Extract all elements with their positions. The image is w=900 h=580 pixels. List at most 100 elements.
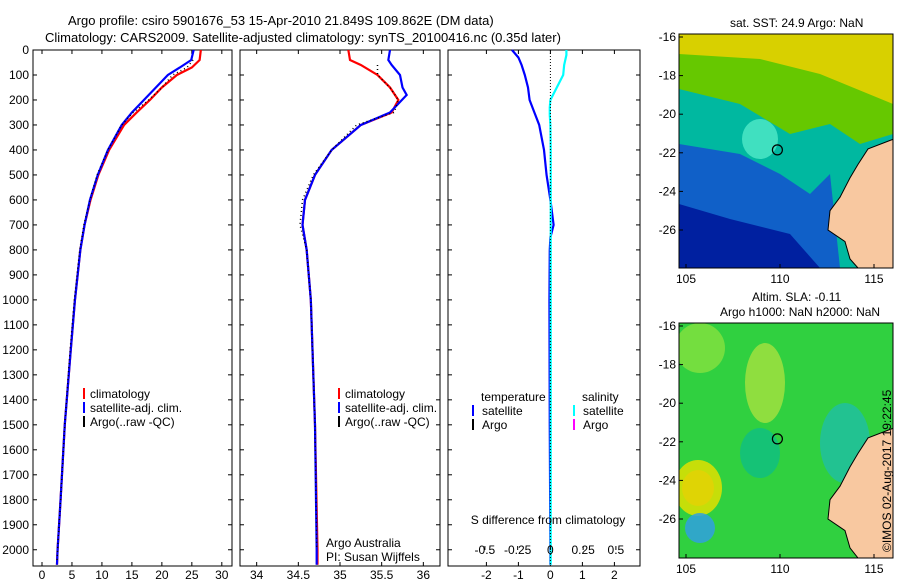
land-australia [827, 138, 893, 268]
y-tick-label: 1500 [2, 418, 29, 432]
eddy [742, 119, 778, 159]
map-x-tick-label: 115 [864, 562, 883, 576]
legend-label: Argo [482, 418, 508, 432]
sla-feature [679, 460, 722, 516]
cold-region [679, 204, 820, 268]
map-y-tick-label: -26 [659, 223, 677, 237]
map-y-tick-label: -16 [659, 319, 677, 333]
y-tick-label: 600 [9, 193, 29, 207]
x-tick-label: 0 [547, 568, 554, 580]
y-tick-label: 500 [9, 168, 29, 182]
s-tick-label: 0 [547, 543, 554, 557]
panel-3-frame [447, 49, 641, 567]
map-y-tick-label: -16 [659, 30, 677, 44]
y-tick-label: 1600 [2, 443, 29, 457]
legend-label: satellite-adj. clim. [90, 401, 182, 415]
map-y-tick-label: -20 [659, 107, 677, 121]
series-line-satellite-adj-clim- [301, 49, 409, 565]
y-tick-label: 1900 [2, 518, 29, 532]
map-x-tick-label: 115 [864, 272, 883, 286]
legend-label: satellite [482, 404, 523, 418]
s-axis-label: S difference from climatology [471, 513, 626, 527]
legend-label: satellite [583, 404, 624, 418]
map-y-tick-label: -20 [659, 396, 677, 410]
x-tick-label: 35 [333, 568, 347, 580]
map-y-tick-label: -24 [659, 184, 677, 198]
map-y-tick-label: -26 [659, 512, 677, 526]
x-tick-label: 34 [250, 568, 264, 580]
sst-map [678, 33, 894, 269]
y-tick-label: 2000 [2, 543, 29, 557]
y-tick-label: 100 [9, 68, 29, 82]
title-line-1: Argo profile: csiro 5901676_53 15-Apr-20… [68, 13, 494, 28]
y-tick-label: 0 [22, 43, 29, 57]
y-tick-label: 1700 [2, 468, 29, 482]
panel-1-frame [32, 49, 233, 567]
y-tick-label: 900 [9, 268, 29, 282]
map-y-tick-label: -18 [659, 358, 677, 372]
legend-heading-temperature: temperature [481, 390, 546, 404]
legend-heading-salinity: salinity [582, 390, 619, 404]
y-tick-label: 1800 [2, 493, 29, 507]
sla-feature [740, 428, 780, 478]
sla-map-title-1: Altim. SLA: -0.11 [752, 290, 842, 304]
panel-2-frame [239, 49, 441, 567]
sla-map-title-2: Argo h1000: NaN h2000: NaN [720, 305, 881, 319]
y-tick-label: 400 [9, 143, 29, 157]
sst-map-title: sat. SST: 24.9 Argo: NaN [730, 16, 864, 30]
map-y-tick-label: -24 [659, 473, 677, 487]
legend-label: Argo(..raw -QC) [90, 415, 175, 429]
warm-region [679, 34, 893, 104]
y-tick-label: 700 [9, 218, 29, 232]
x-tick-label: 2 [611, 568, 618, 580]
sla-feature [745, 343, 785, 423]
annotation-institution: Argo Australia [326, 536, 401, 550]
sla-feature [685, 513, 715, 543]
map-x-tick-label: 110 [770, 272, 789, 286]
x-tick-label: 35.5 [370, 568, 394, 580]
map-x-tick-label: 105 [676, 562, 696, 576]
sla-map [678, 322, 894, 559]
sst-map-frame [678, 33, 894, 269]
s-tick-label: 0.5 [608, 543, 625, 557]
s-tick-label: -0.25 [504, 543, 532, 557]
sla-feature [679, 323, 725, 373]
x-tick-label: 36 [417, 568, 431, 580]
x-tick-label: 10 [95, 568, 109, 580]
map-x-tick-label: 105 [676, 272, 696, 286]
land-australia [827, 427, 893, 558]
x-tick-label: 30 [215, 568, 229, 580]
x-tick-label: 25 [185, 568, 199, 580]
map-x-tick-label: 110 [770, 562, 789, 576]
y-tick-label: 1100 [3, 318, 29, 332]
x-tick-label: 5 [69, 568, 76, 580]
s-tick-label: 0.25 [571, 543, 595, 557]
y-tick-label: 200 [9, 93, 29, 107]
s-tick-label: -0.5 [475, 543, 496, 557]
y-tick-label: 1400 [2, 393, 29, 407]
legend-label: satellite-adj. clim. [345, 401, 437, 415]
x-tick-label: 34.5 [287, 568, 311, 580]
map-y-tick-label: -18 [659, 69, 677, 83]
legend-label: climatology [90, 387, 150, 401]
x-tick-label: -2 [481, 568, 492, 580]
map-y-tick-label: -22 [659, 146, 677, 160]
title-line-2: Climatology: CARS2009. Satellite-adjuste… [45, 30, 561, 45]
map-y-tick-label: -22 [659, 435, 677, 449]
x-tick-label: 0 [39, 568, 46, 580]
y-tick-label: 800 [9, 243, 29, 257]
legend-label: Argo(..raw -QC) [345, 415, 430, 429]
legend-label: climatology [345, 387, 405, 401]
x-tick-label: -1 [513, 568, 524, 580]
y-tick-label: 1300 [2, 368, 29, 382]
x-tick-label: 20 [155, 568, 169, 580]
argo-location-marker [771, 144, 784, 156]
sla-map-field [679, 323, 893, 558]
sst-map-field [679, 34, 893, 268]
x-tick-label: 15 [125, 568, 139, 580]
imos-timestamp: ©IMOS 02-Aug-2017 19:22:45 [880, 389, 894, 552]
sla-map-frame [678, 322, 894, 559]
legend-label: Argo [583, 418, 609, 432]
